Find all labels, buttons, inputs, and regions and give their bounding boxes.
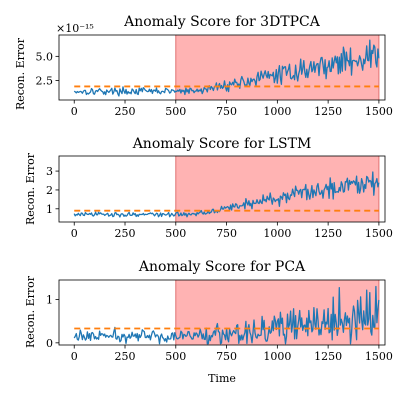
x-tick-label: 1000 bbox=[263, 227, 291, 240]
y-tick-label: 1 bbox=[46, 203, 53, 216]
y-offset-label: ×10⁻¹⁵ bbox=[56, 22, 94, 35]
x-tick-label: 1250 bbox=[314, 105, 342, 118]
panel-pca: Anomaly Score for PCA Recon. Error Time … bbox=[24, 259, 393, 385]
y-tick-label: 2 bbox=[46, 184, 53, 197]
x-tick-label: 1000 bbox=[263, 350, 291, 363]
y-tick-label: 5.0 bbox=[36, 50, 54, 63]
x-tick-label: 500 bbox=[165, 105, 186, 118]
panel-title: Anomaly Score for 3DTPCA bbox=[123, 14, 321, 30]
x-tick-label: 1250 bbox=[314, 227, 342, 240]
x-tick-label: 750 bbox=[216, 350, 237, 363]
x-tick-label: 250 bbox=[115, 227, 136, 240]
x-tick-label: 750 bbox=[216, 105, 237, 118]
panel-lstm: Anomaly Score for LSTM Recon. Error 0 250… bbox=[24, 136, 393, 240]
panel-title: Anomaly Score for PCA bbox=[138, 259, 306, 275]
plot-area: 0 250 500 750 1000 1250 1500 0 1 bbox=[46, 280, 393, 363]
x-tick-label: 0 bbox=[71, 227, 78, 240]
x-tick-label: 500 bbox=[165, 227, 186, 240]
x-tick-label: 0 bbox=[71, 105, 78, 118]
y-axis-label: Recon. Error bbox=[14, 37, 27, 110]
x-axis-label: Time bbox=[208, 372, 236, 385]
y-tick-label: 1 bbox=[46, 294, 53, 307]
plot-area: 0 250 500 750 1000 1250 1500 1 2 3 bbox=[46, 156, 393, 240]
panel-3dtpca: Anomaly Score for 3DTPCA ×10⁻¹⁵ Recon. E… bbox=[14, 14, 393, 118]
x-tick-label: 1500 bbox=[365, 350, 393, 363]
x-tick-label: 250 bbox=[115, 350, 136, 363]
x-tick-label: 1500 bbox=[365, 105, 393, 118]
x-tick-label: 250 bbox=[115, 105, 136, 118]
panel-title: Anomaly Score for LSTM bbox=[132, 136, 312, 152]
y-axis-label: Recon. Error bbox=[24, 152, 37, 225]
y-tick-label: 2.5 bbox=[36, 75, 54, 88]
x-tick-label: 750 bbox=[216, 227, 237, 240]
plot-area: 0 250 500 750 1000 1250 1500 2.5 5.0 bbox=[36, 35, 393, 118]
x-tick-label: 500 bbox=[165, 350, 186, 363]
x-tick-label: 0 bbox=[71, 350, 78, 363]
y-axis-label: Recon. Error bbox=[24, 275, 37, 348]
x-tick-label: 1000 bbox=[263, 105, 291, 118]
y-tick-label: 0 bbox=[46, 337, 53, 350]
x-tick-label: 1500 bbox=[365, 227, 393, 240]
x-tick-label: 1250 bbox=[314, 350, 342, 363]
y-tick-label: 3 bbox=[46, 165, 53, 178]
